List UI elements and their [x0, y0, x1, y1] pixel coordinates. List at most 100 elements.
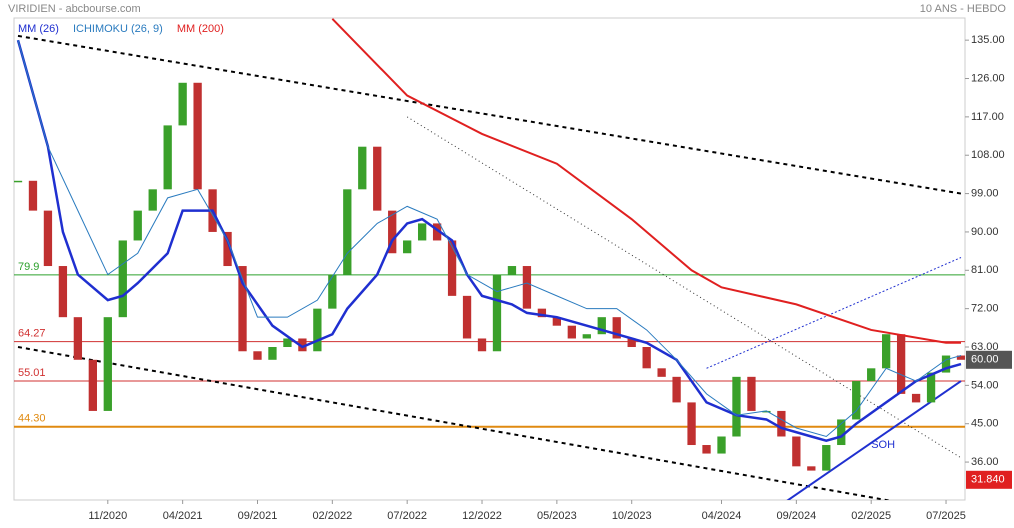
x-tick-label: 12/2022 — [462, 510, 502, 522]
candle — [642, 347, 651, 369]
x-tick-label: 09/2024 — [776, 510, 816, 522]
candle — [792, 436, 801, 467]
candle — [597, 317, 606, 335]
x-tick-label: 07/2025 — [926, 510, 966, 522]
candle — [178, 82, 187, 126]
y-tick-label: 81.00 — [971, 264, 999, 276]
price-box-label: 60.00 — [971, 354, 999, 366]
candle — [882, 334, 891, 369]
candle — [852, 381, 861, 420]
candle — [343, 189, 352, 275]
candle — [103, 317, 112, 411]
y-tick-label: 126.00 — [971, 72, 1005, 84]
legend-entry: MM (26) — [18, 23, 59, 35]
candle — [223, 231, 232, 267]
candle — [657, 368, 666, 377]
price-box — [966, 350, 1012, 369]
candle — [88, 359, 97, 411]
price-box — [966, 470, 1012, 489]
chart-title: VIRIDIEN - abcbourse.com — [8, 3, 141, 15]
plot-frame — [13, 17, 966, 501]
trend-line — [17, 34, 962, 195]
x-tick-label: 04/2024 — [702, 510, 742, 522]
candle — [627, 338, 636, 348]
candle — [328, 274, 337, 309]
candle — [522, 266, 532, 309]
candle — [58, 266, 68, 318]
x-tick-label: 11/2020 — [88, 510, 127, 522]
candle — [118, 240, 127, 318]
candle — [822, 445, 831, 471]
y-tick-label: 90.00 — [971, 226, 999, 238]
x-tick-label: 02/2022 — [312, 510, 352, 522]
candle — [941, 355, 951, 373]
candle — [567, 325, 576, 339]
x-tick-label: 10/2023 — [612, 510, 652, 522]
candle — [268, 347, 277, 360]
candle — [837, 419, 846, 446]
period-label: 10 ANS - HEBDO — [920, 3, 1007, 15]
candle — [537, 308, 547, 318]
candle — [403, 240, 412, 254]
y-tick-label: 36.00 — [971, 456, 999, 468]
candle — [956, 355, 965, 360]
candle — [373, 146, 382, 211]
candle — [687, 402, 696, 446]
candle — [432, 223, 442, 241]
level-label: 64.27 — [18, 327, 46, 339]
candle — [896, 334, 906, 394]
candle — [14, 180, 23, 183]
y-tick-label: 135.00 — [971, 34, 1005, 46]
ma-line — [17, 40, 962, 438]
candle — [612, 317, 621, 339]
candle — [672, 376, 681, 403]
candle — [777, 410, 786, 437]
y-tick-label: 45.00 — [971, 418, 999, 430]
candle — [313, 308, 322, 352]
y-tick-label: 54.00 — [971, 379, 999, 391]
candle — [447, 240, 457, 296]
candle — [283, 338, 292, 348]
candle — [417, 223, 427, 241]
candle — [28, 180, 38, 211]
candle — [298, 338, 307, 352]
candle — [552, 317, 562, 326]
ma-line — [331, 18, 961, 344]
candle — [358, 146, 367, 190]
legend-entry: MM (200) — [177, 23, 224, 35]
candle — [807, 466, 816, 471]
y-tick-label: 99.00 — [971, 187, 999, 199]
candle — [492, 274, 502, 352]
level-label: 55.01 — [18, 367, 46, 379]
candle — [507, 266, 517, 275]
y-tick-label: 72.00 — [971, 303, 999, 315]
candle — [867, 368, 876, 382]
candle — [717, 436, 726, 454]
x-tick-label: 09/2021 — [238, 510, 278, 522]
candle — [462, 295, 472, 339]
candle — [926, 372, 936, 403]
x-tick-label: 04/2021 — [163, 510, 203, 522]
y-tick-label: 108.00 — [971, 149, 1005, 161]
candle — [148, 189, 157, 211]
x-tick-label: 02/2025 — [851, 510, 891, 522]
candle — [43, 210, 53, 267]
candle — [133, 210, 142, 241]
trend-line — [406, 116, 962, 459]
trend-line — [706, 257, 962, 369]
x-tick-label: 07/2022 — [387, 510, 427, 522]
level-label: 79.9 — [18, 261, 39, 273]
candle — [163, 125, 172, 190]
legend-entry: ICHIMOKU (26, 9) — [73, 23, 163, 35]
y-tick-label: 63.00 — [971, 341, 999, 353]
candle — [193, 82, 202, 190]
candle — [73, 317, 83, 360]
annotation: SOH — [871, 439, 895, 451]
candle — [732, 376, 741, 437]
y-tick-label: 117.00 — [971, 111, 1004, 123]
candle — [238, 266, 247, 352]
candle — [582, 334, 591, 339]
candle — [388, 210, 397, 254]
